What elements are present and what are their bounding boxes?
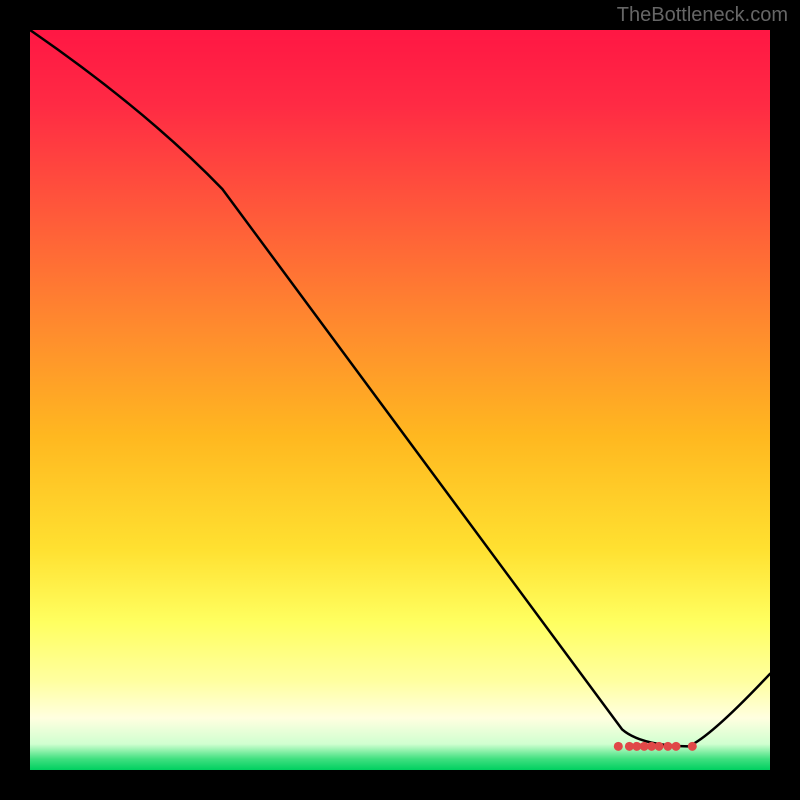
watermark-text: TheBottleneck.com — [617, 4, 788, 27]
plot-area — [30, 30, 770, 770]
marker-cluster — [30, 30, 770, 770]
root-frame: TheBottleneck.com — [0, 0, 800, 800]
